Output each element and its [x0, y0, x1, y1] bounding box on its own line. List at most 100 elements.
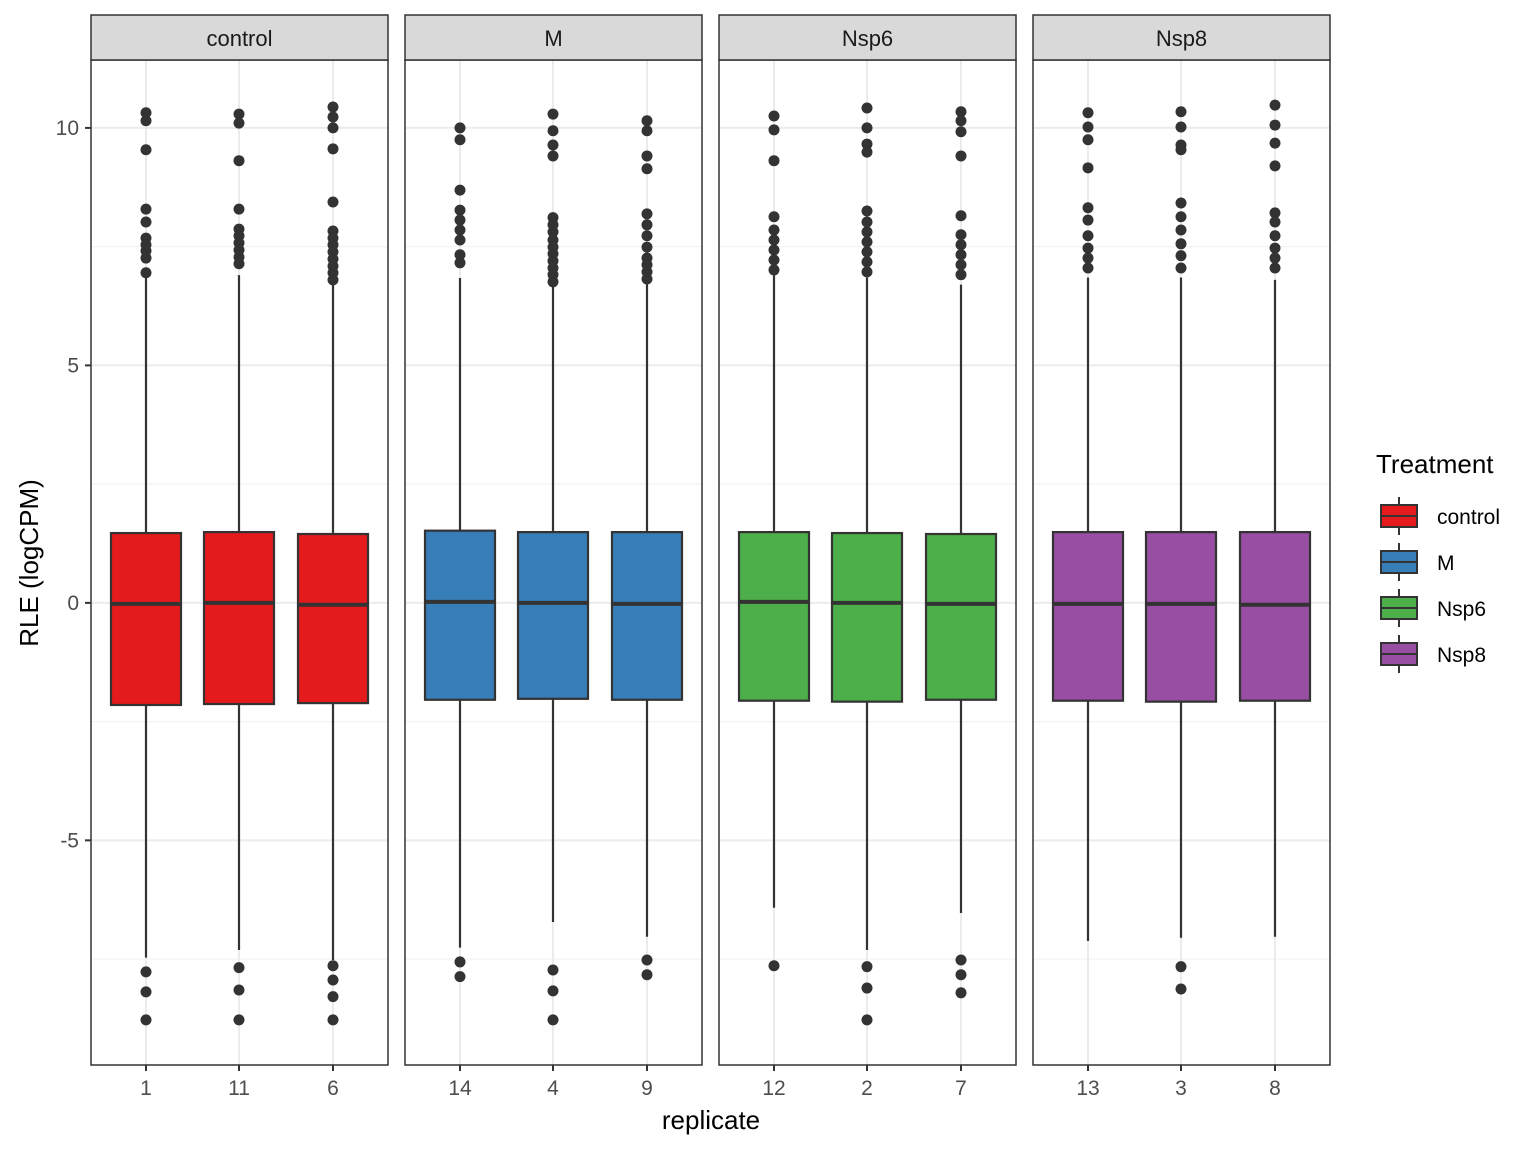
outlier-point — [327, 960, 339, 972]
outlier-point — [1082, 202, 1094, 214]
outlier-point — [327, 101, 339, 113]
outlier-point — [454, 134, 466, 146]
outlier-point — [1175, 262, 1187, 274]
outlier-point — [1082, 107, 1094, 119]
facet-panel-Nsp6: 12 2 7 Nsp6 — [718, 14, 1017, 1100]
outlier-point — [768, 254, 780, 266]
facet-strip — [90, 14, 389, 61]
x-tick-label: 2 — [861, 1077, 873, 1100]
facet-strip-label: Nsp8 — [1156, 26, 1207, 51]
outlier-point — [955, 954, 967, 966]
outlier-point — [641, 273, 653, 285]
facet-panel-M: 14 4 9 M — [404, 14, 703, 1100]
outlier-point — [1269, 242, 1281, 254]
outlier-point — [861, 236, 873, 248]
outlier-point — [1175, 106, 1187, 118]
outlier-point — [861, 266, 873, 278]
outlier-point — [233, 984, 245, 996]
outlier-point — [233, 1014, 245, 1026]
outlier-point — [768, 110, 780, 122]
outlier-point — [1175, 224, 1187, 236]
y-tick-label: -5 — [60, 829, 79, 852]
outlier-point — [1082, 162, 1094, 174]
outlier-point — [861, 216, 873, 228]
legend-item-control: control — [1380, 497, 1500, 535]
legend-label: Nsp8 — [1437, 644, 1486, 667]
outlier-point — [454, 184, 466, 196]
y-tick-label: 5 — [67, 354, 79, 377]
x-tick-label: 3 — [1175, 1077, 1187, 1100]
box-iqr — [1238, 531, 1312, 702]
outlier-point — [955, 239, 967, 251]
outlier-point — [547, 139, 559, 151]
legend-item-Nsp6: Nsp6 — [1380, 589, 1486, 627]
outlier-point — [955, 210, 967, 222]
facet-strip — [404, 14, 703, 61]
outlier-point — [1082, 230, 1094, 242]
outlier-point — [1269, 137, 1281, 149]
outlier-point — [233, 962, 245, 974]
outlier-point — [861, 102, 873, 114]
box-replicate-11 — [202, 108, 276, 1026]
outlier-point — [1269, 230, 1281, 242]
outlier-point — [140, 115, 152, 127]
outlier-point — [1175, 238, 1187, 250]
outlier-point — [140, 252, 152, 264]
box-iqr — [202, 531, 276, 706]
outlier-point — [547, 1014, 559, 1026]
outlier-point — [1175, 983, 1187, 995]
x-tick-label: 8 — [1269, 1077, 1281, 1100]
outlier-point — [1269, 216, 1281, 228]
x-tick-label: 1 — [140, 1077, 152, 1100]
outlier-point — [327, 122, 339, 134]
facet-strip-label: Nsp6 — [842, 26, 893, 51]
outlier-point — [140, 1014, 152, 1026]
y-axis-title: RLE (logCPM) — [14, 479, 44, 647]
outlier-point — [768, 224, 780, 236]
outlier-point — [547, 125, 559, 137]
x-axis-title: replicate — [662, 1105, 760, 1135]
outlier-point — [327, 274, 339, 286]
outlier-point — [955, 269, 967, 281]
outlier-point — [233, 108, 245, 120]
outlier-point — [140, 267, 152, 279]
x-tick-label: 4 — [547, 1077, 559, 1100]
outlier-point — [454, 122, 466, 134]
box-iqr — [1051, 531, 1125, 702]
x-tick-label: 11 — [228, 1077, 250, 1100]
outlier-point — [1082, 242, 1094, 254]
outlier-point — [768, 244, 780, 256]
outlier-point — [140, 216, 152, 228]
outlier-point — [233, 117, 245, 129]
outlier-point — [1082, 252, 1094, 264]
outlier-point — [233, 203, 245, 215]
legend-item-M: M — [1380, 543, 1455, 581]
outlier-point — [768, 124, 780, 136]
box-replicate-9 — [610, 115, 684, 981]
box-replicate-2 — [830, 102, 904, 1026]
outlier-point — [955, 115, 967, 127]
outlier-point — [861, 226, 873, 238]
outlier-point — [768, 155, 780, 167]
outlier-point — [454, 257, 466, 269]
box-iqr — [610, 531, 684, 701]
box-replicate-14 — [423, 122, 497, 983]
outlier-point — [1082, 214, 1094, 226]
outlier-point — [955, 150, 967, 162]
outlier-point — [454, 214, 466, 226]
y-tick-label: 10 — [56, 117, 79, 140]
outlier-point — [768, 264, 780, 276]
outlier-point — [1269, 252, 1281, 264]
outlier-point — [1082, 134, 1094, 146]
outlier-point — [327, 111, 339, 123]
outlier-point — [454, 234, 466, 246]
outlier-point — [861, 205, 873, 217]
outlier-point — [1269, 262, 1281, 274]
facet-strip — [718, 14, 1017, 61]
facet-strip-label: M — [544, 26, 562, 51]
legend-label: control — [1437, 506, 1500, 529]
outlier-point — [327, 143, 339, 155]
outlier-point — [641, 125, 653, 137]
outlier-point — [641, 230, 653, 242]
